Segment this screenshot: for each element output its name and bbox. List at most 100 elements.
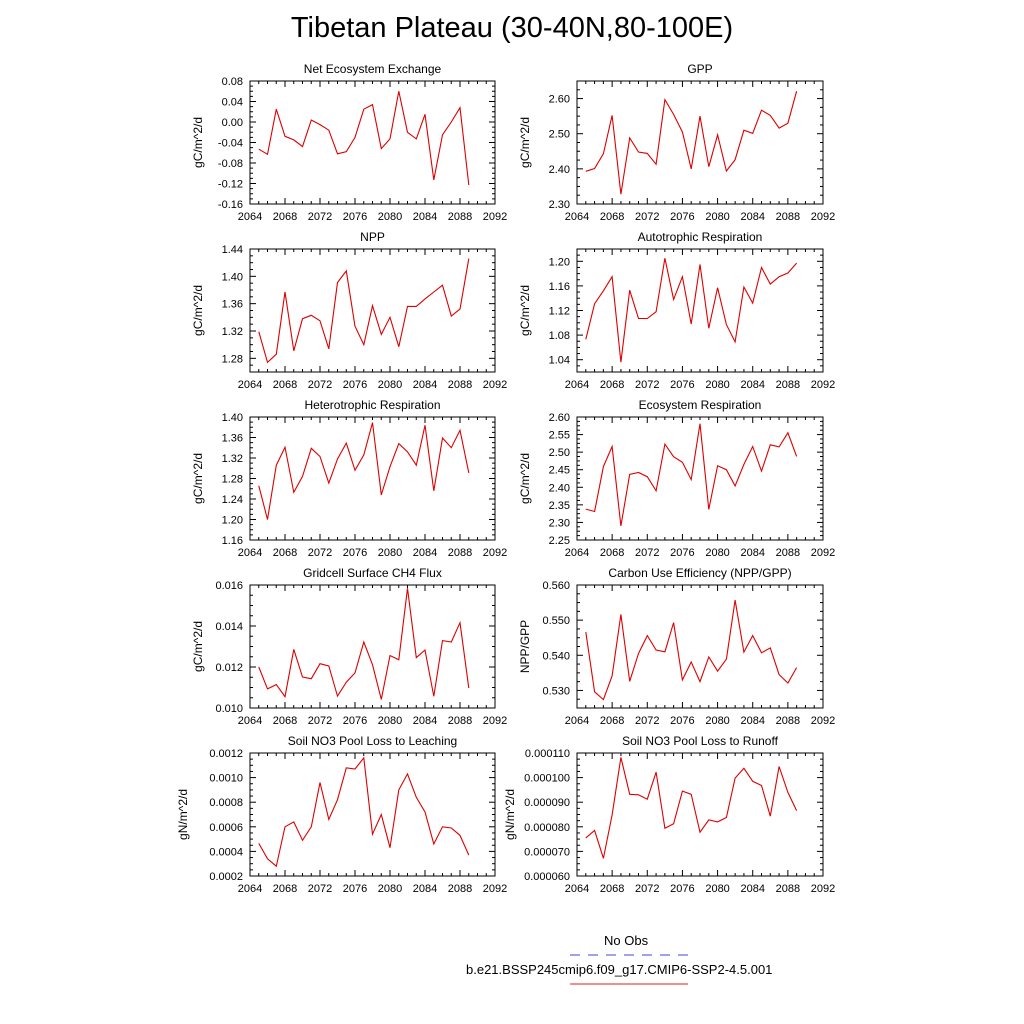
chart-panel-2: 2064 2068 2072 2076 2080 2084 2088 2092 1.28 1.32… <box>191 230 507 391</box>
x-tick-label: 2068 <box>273 883 297 895</box>
x-tick-label: 2064 <box>238 715 262 727</box>
y-tick-label: 1.36 <box>222 433 243 445</box>
x-tick-label: 2076 <box>670 883 694 895</box>
y-tick-label: 2.60 <box>549 94 570 106</box>
series-line <box>258 91 470 186</box>
x-tick-label: 2092 <box>811 715 835 727</box>
y-tick-label: 0.014 <box>215 621 243 633</box>
panel-title: Gridcell Surface CH4 Flux <box>303 566 442 580</box>
x-tick-label: 2080 <box>378 211 402 223</box>
x-tick-label: 2064 <box>565 715 589 727</box>
x-tick-label: 2068 <box>600 715 624 727</box>
chart-panel-0: 2064 2068 2072 2076 2080 2084 2088 2092 -0.16 -0.… <box>191 62 507 223</box>
x-tick-label: 2068 <box>600 379 624 391</box>
plot-frame <box>249 752 496 877</box>
y-tick-label: 0.000110 <box>525 748 570 760</box>
x-tick-label: 2076 <box>670 211 694 223</box>
x-tick-label: 2068 <box>273 211 297 223</box>
x-tick-label: 2088 <box>448 211 472 223</box>
x-tick-label: 2064 <box>238 211 262 223</box>
y-tick-label: 1.28 <box>222 353 243 365</box>
series-line <box>585 757 798 859</box>
y-tick-label: 0.000100 <box>524 773 570 785</box>
y-tick-label: 2.40 <box>549 482 570 494</box>
y-tick-label: -0.08 <box>218 158 243 170</box>
y-tick-label: 0.010 <box>215 703 243 715</box>
x-tick-label: 2076 <box>670 379 694 391</box>
x-tick-label: 2072 <box>308 547 332 559</box>
y-tick-label: 0.00 <box>222 117 243 129</box>
x-tick-label: 2088 <box>776 883 800 895</box>
x-tick-label: 2072 <box>308 379 332 391</box>
y-tick-label: 2.25 <box>549 535 570 547</box>
y-tick-label: 1.32 <box>222 453 243 465</box>
x-tick-label: 2088 <box>776 379 800 391</box>
x-tick-label: 2068 <box>273 547 297 559</box>
panel-title: Net Ecosystem Exchange <box>304 62 442 76</box>
x-tick-label: 2092 <box>483 883 507 895</box>
series-line <box>585 423 798 526</box>
y-axis-label: gC/m^2/d <box>518 285 532 336</box>
y-tick-label: 0.0006 <box>209 822 243 834</box>
y-tick-label: 2.60 <box>549 412 570 424</box>
y-tick-label: 1.32 <box>222 326 243 338</box>
x-tick-label: 2088 <box>448 379 472 391</box>
y-tick-label: 2.30 <box>549 517 570 529</box>
plot-frame <box>249 416 496 541</box>
x-tick-label: 2072 <box>635 547 659 559</box>
y-axis-label: gC/m^2/d <box>518 117 532 168</box>
x-tick-label: 2076 <box>343 547 367 559</box>
x-tick-label: 2064 <box>565 379 589 391</box>
x-tick-label: 2084 <box>413 547 437 559</box>
panel-title: Autotrophic Respiration <box>638 230 763 244</box>
x-tick-label: 2088 <box>448 547 472 559</box>
series-line <box>585 600 798 701</box>
y-tick-label: 1.20 <box>222 515 243 527</box>
x-tick-label: 2076 <box>343 883 367 895</box>
y-tick-label: 1.16 <box>549 281 570 293</box>
x-tick-label: 2072 <box>635 211 659 223</box>
y-tick-label: 1.20 <box>549 256 570 268</box>
chart-panel-4: 2064 2068 2072 2076 2080 2084 2088 2092 1.16 1.20… <box>191 398 507 559</box>
x-tick-label: 2084 <box>413 715 437 727</box>
y-tick-label: 1.44 <box>222 244 243 256</box>
x-tick-label: 2092 <box>811 547 835 559</box>
y-tick-label: 1.12 <box>549 306 570 318</box>
y-tick-label: 0.560 <box>542 580 570 592</box>
x-tick-label: 2068 <box>273 379 297 391</box>
y-tick-label: 0.540 <box>542 650 570 662</box>
x-tick-label: 2064 <box>238 883 262 895</box>
x-tick-label: 2080 <box>705 211 729 223</box>
y-axis-label: gN/m^2/d <box>503 789 517 840</box>
y-tick-label: 1.08 <box>549 330 570 342</box>
y-tick-label: 0.550 <box>542 615 570 627</box>
y-axis-label: gN/m^2/d <box>176 789 190 840</box>
x-tick-label: 2064 <box>238 379 262 391</box>
x-tick-label: 2092 <box>483 211 507 223</box>
x-tick-label: 2088 <box>448 715 472 727</box>
plot-frame <box>576 80 824 205</box>
y-tick-label: 1.24 <box>222 494 243 506</box>
series-line <box>258 756 470 868</box>
y-tick-label: 2.45 <box>549 465 570 477</box>
y-tick-label: 2.35 <box>549 500 570 512</box>
x-tick-label: 2076 <box>670 715 694 727</box>
y-tick-label: 0.0004 <box>209 846 243 858</box>
y-tick-label: 1.40 <box>222 271 243 283</box>
x-tick-label: 2084 <box>740 883 764 895</box>
x-tick-label: 2084 <box>740 379 764 391</box>
x-tick-label: 2068 <box>600 547 624 559</box>
x-tick-label: 2072 <box>635 715 659 727</box>
x-tick-label: 2080 <box>378 883 402 895</box>
y-tick-label: 2.55 <box>549 430 570 442</box>
chart-panel-9: 2064 2068 2072 2076 2080 2084 2088 2092 0.000060… <box>503 734 835 895</box>
x-tick-label: 2076 <box>343 379 367 391</box>
y-tick-label: 0.000070 <box>524 846 570 858</box>
x-tick-label: 2084 <box>740 211 764 223</box>
series-line <box>258 258 470 364</box>
y-axis-label: gC/m^2/d <box>191 285 205 336</box>
x-tick-label: 2064 <box>565 883 589 895</box>
x-tick-label: 2088 <box>448 883 472 895</box>
y-tick-label: 2.30 <box>549 199 570 211</box>
